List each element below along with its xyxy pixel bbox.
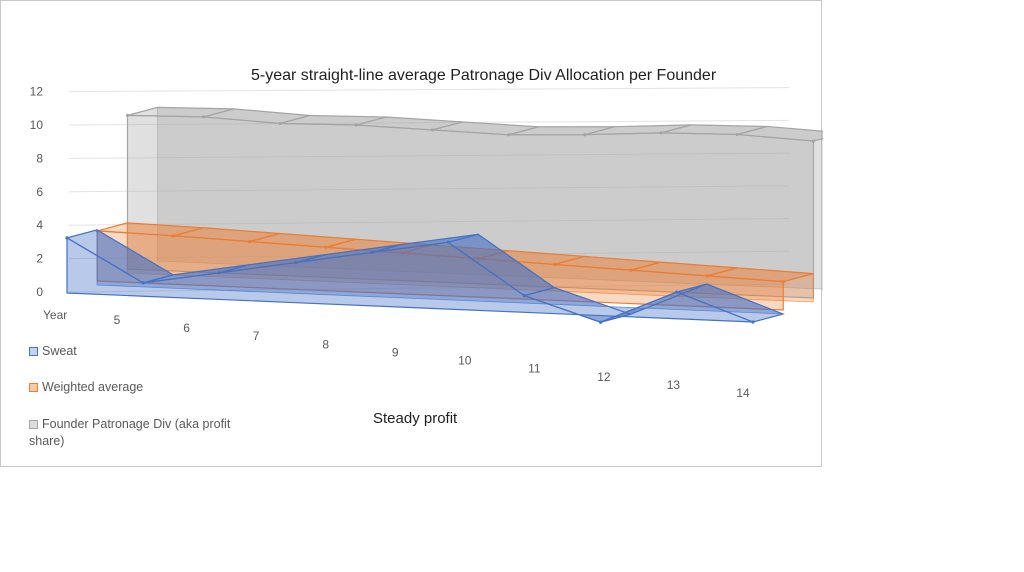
series-weighted-average-front-surface bbox=[96, 230, 784, 311]
series-sweat-point bbox=[370, 250, 374, 255]
series-sweat-point bbox=[598, 320, 603, 324]
x-tick-label: 14 bbox=[736, 386, 750, 400]
series-weighted-average-point bbox=[171, 234, 176, 238]
series-weighted-average-point bbox=[629, 268, 633, 272]
y-tick-label: 2 bbox=[36, 252, 43, 266]
x-tick-label: 8 bbox=[322, 337, 329, 351]
legend-swatch-founder-patronage-div bbox=[29, 420, 38, 429]
series-sweat-front-surface bbox=[66, 236, 754, 323]
series-sweat-point bbox=[65, 236, 69, 240]
chart-subtitle: Steady profit bbox=[373, 410, 458, 427]
gridline bbox=[68, 218, 790, 226]
series-founder-patronage-div-aka-profit-share-point bbox=[583, 133, 587, 137]
legend-item-sweat: Sweat bbox=[29, 344, 77, 358]
x-tick-label: 10 bbox=[458, 354, 472, 368]
legend-label-sweat: Sweat bbox=[42, 344, 77, 358]
series-founder-patronage-div-aka-profit-share-point bbox=[354, 123, 358, 127]
gridline bbox=[68, 119, 790, 126]
series-founder-patronage-div-aka-profit-share-point bbox=[659, 131, 663, 135]
series-founder-patronage-div-aka-profit-share-point bbox=[506, 133, 511, 137]
y-tick-label: 8 bbox=[36, 151, 43, 165]
series-weighted-average-point bbox=[552, 262, 557, 267]
series-weighted-average-point bbox=[705, 274, 709, 278]
series-founder-patronage-div-aka-profit-share-point bbox=[811, 139, 816, 143]
gridline bbox=[68, 185, 790, 193]
y-tick-label: 0 bbox=[36, 285, 43, 299]
legend-label-weighted-average: Weighted average bbox=[42, 380, 144, 394]
chart-title: 5-year straight-line average Patronage D… bbox=[251, 67, 717, 84]
legend-item-weighted-average: Weighted average bbox=[29, 380, 143, 394]
chart-plot: 0 2 4 6 8 10 12 5 6 7 8 9 10 11 12 13 14 Year bbox=[30, 85, 823, 400]
x-tick-label: 9 bbox=[392, 345, 399, 359]
x-tick-label: 5 bbox=[114, 313, 121, 327]
legend-item-founder-patronage-div: Founder Patronage Div (aka profit share) bbox=[29, 416, 239, 450]
y-tick-label: 4 bbox=[36, 218, 43, 232]
y-tick-label: 12 bbox=[30, 85, 44, 99]
series-sweat-point bbox=[751, 320, 755, 324]
legend-label-founder-patronage-div: Founder Patronage Div (aka profit share) bbox=[29, 417, 231, 448]
series-founder-patronage-div-aka-profit-share-point bbox=[735, 132, 739, 137]
gridline bbox=[68, 283, 790, 293]
series-founder-patronage-div-aka-profit-share-point bbox=[278, 121, 282, 126]
legend-swatch-weighted-average bbox=[29, 383, 38, 392]
y-tick-label: 6 bbox=[36, 185, 43, 199]
gridline bbox=[68, 152, 790, 159]
series-sweat-point bbox=[294, 260, 298, 265]
series-sweat-point bbox=[217, 271, 222, 275]
series-sweat-point bbox=[446, 240, 450, 244]
y-tick-label: 10 bbox=[30, 118, 44, 132]
series-sweat-point bbox=[141, 281, 145, 285]
x-tick-label: 7 bbox=[253, 329, 260, 343]
chart-area: 0 2 4 6 8 10 12 5 6 7 8 9 10 11 12 13 14 Year 5-year stra… bbox=[0, 0, 823, 467]
series-weighted-average-point bbox=[248, 239, 252, 244]
series-weighted-average-point bbox=[324, 245, 328, 249]
x-tick-label: 12 bbox=[597, 370, 611, 384]
series-founder-patronage-div-aka-profit-share-point bbox=[202, 115, 206, 119]
series-founder-patronage-div-aka-profit-share-point bbox=[430, 128, 434, 132]
series-weighted-average-point bbox=[400, 251, 404, 255]
series-weighted-average-point bbox=[781, 280, 785, 284]
x-axis-title: Year bbox=[43, 308, 67, 322]
series-sweat-point bbox=[675, 290, 679, 294]
x-tick-label: 13 bbox=[667, 378, 681, 392]
gridline bbox=[68, 87, 790, 93]
series-weighted-average-point bbox=[476, 257, 480, 261]
legend-swatch-sweat bbox=[29, 347, 38, 356]
x-tick-label: 6 bbox=[183, 321, 190, 335]
series-sweat-point bbox=[522, 294, 526, 298]
x-tick-label: 11 bbox=[528, 362, 541, 376]
series-founder-patronage-div-aka-profit-share-point bbox=[125, 113, 130, 117]
